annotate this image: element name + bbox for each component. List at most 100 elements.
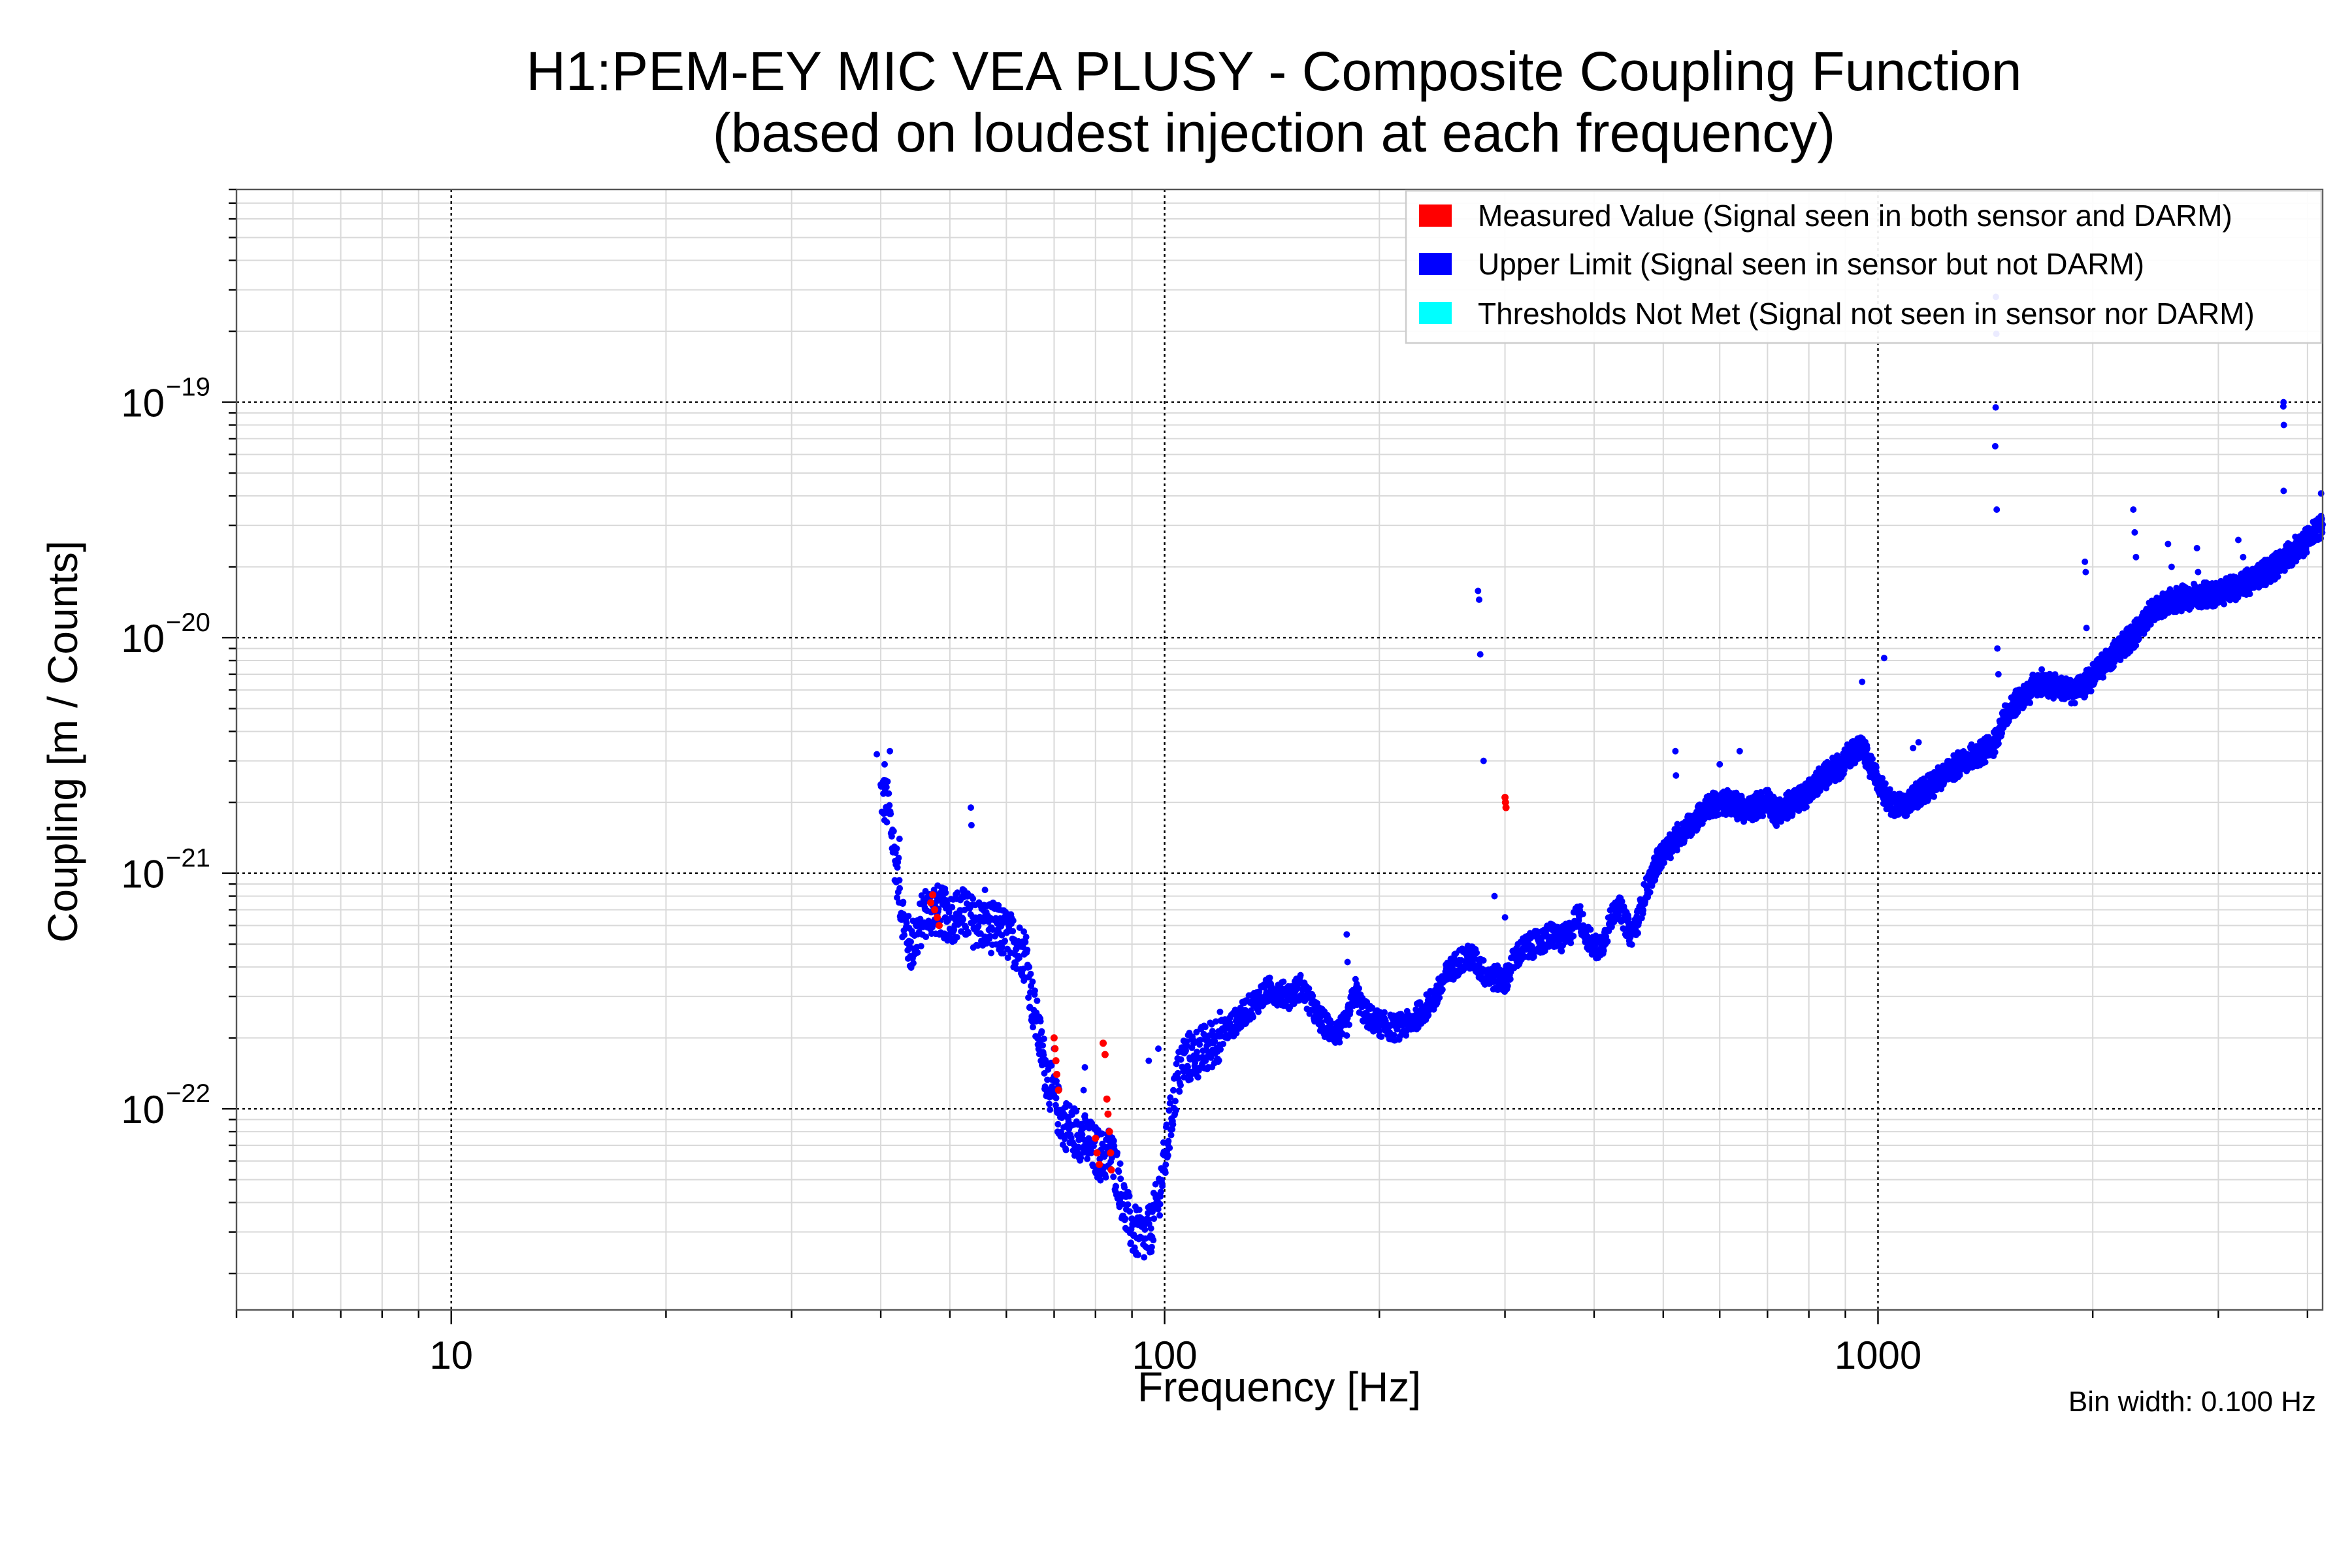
major-gridlines xyxy=(237,189,2323,1310)
upper-limit-point xyxy=(1381,1009,1388,1016)
upper-limit-point xyxy=(1600,947,1607,954)
upper-limit-point xyxy=(923,934,930,940)
upper-limit-point xyxy=(1066,1102,1073,1109)
upper-limit-point xyxy=(1618,898,1625,905)
upper-limit-point xyxy=(1507,975,1514,983)
upper-limit-point xyxy=(894,864,901,871)
upper-limit-point xyxy=(1148,1243,1155,1250)
upper-limit-point xyxy=(1667,855,1674,862)
upper-limit-point xyxy=(987,932,994,939)
upper-limit-point xyxy=(1215,1057,1222,1064)
upper-limit-point xyxy=(1570,932,1577,939)
upper-limit-point xyxy=(1530,953,1537,960)
upper-limit-point xyxy=(1086,1138,1093,1145)
upper-limit-point xyxy=(1150,1237,1157,1244)
upper-limit-point xyxy=(1037,1018,1044,1025)
upper-limit-point xyxy=(1009,917,1017,924)
upper-limit-point xyxy=(1328,1019,1335,1026)
upper-limit-point xyxy=(1604,938,1611,945)
upper-limit-point xyxy=(1156,1212,1164,1219)
upper-limit-point xyxy=(1097,1177,1104,1184)
upper-limit-point xyxy=(1309,992,1316,999)
upper-limit-point xyxy=(883,819,890,826)
upper-limit-point xyxy=(1031,987,1038,994)
upper-limit-point xyxy=(883,783,890,791)
upper-limit-point xyxy=(999,943,1005,951)
upper-limit-point xyxy=(1250,1013,1256,1021)
upper-limit-point xyxy=(1147,1225,1154,1232)
upper-limit-point xyxy=(1157,1188,1164,1196)
upper-limit-point xyxy=(910,960,917,967)
upper-limit-point xyxy=(1119,1201,1126,1207)
upper-limit-point xyxy=(1025,994,1032,1001)
upper-limit-point xyxy=(1173,1060,1180,1068)
upper-limit-point xyxy=(1169,1121,1177,1128)
upper-limit-point xyxy=(885,790,892,797)
upper-limit-point xyxy=(1084,1155,1091,1162)
upper-limit-point xyxy=(1177,1082,1184,1088)
upper-limit-point xyxy=(1305,985,1313,992)
upper-limit-point xyxy=(1436,994,1443,1001)
upper-limit-point xyxy=(1480,957,1487,964)
upper-limit-point xyxy=(2087,687,2095,694)
upper-limit-point xyxy=(1207,1054,1215,1061)
upper-limit-point xyxy=(896,885,904,892)
upper-limit-point xyxy=(1169,1126,1176,1133)
upper-limit-point xyxy=(1194,1073,1201,1081)
upper-limit-point xyxy=(888,833,895,840)
upper-limit-point xyxy=(1194,1049,1200,1056)
upper-limit-point xyxy=(1114,1149,1120,1156)
upper-limit-point xyxy=(1345,1021,1352,1028)
upper-limit-point xyxy=(1048,1062,1055,1069)
upper-limit-point xyxy=(1869,755,1876,762)
upper-limit-point xyxy=(1439,986,1446,993)
minor-gridlines xyxy=(236,189,2323,1310)
upper-limit-point xyxy=(1126,1208,1134,1215)
upper-limit-point xyxy=(1163,1121,1170,1128)
upper-limit-point xyxy=(1640,907,1647,914)
upper-limit-point xyxy=(1803,804,1810,811)
data-points xyxy=(874,293,2326,1261)
upper-limit-point xyxy=(1255,1008,1262,1015)
upper-limit-point xyxy=(1110,1173,1117,1181)
upper-limit-point xyxy=(1053,1077,1060,1085)
upper-limit-point xyxy=(1000,950,1007,956)
upper-limit-point xyxy=(1168,1132,1175,1139)
upper-limit-point xyxy=(1171,1098,1179,1105)
upper-limit-point xyxy=(1872,764,1880,771)
upper-limit-point xyxy=(1504,983,1511,989)
upper-limit-point xyxy=(1177,1056,1184,1063)
upper-limit-point xyxy=(970,895,977,902)
upper-limit-point xyxy=(960,916,967,923)
upper-limit-point xyxy=(1058,1130,1065,1137)
upper-limit-point xyxy=(1009,928,1017,935)
upper-limit-point xyxy=(1077,1154,1085,1162)
upper-limit-point xyxy=(1336,1039,1343,1046)
upper-limit-point xyxy=(1151,1215,1158,1222)
upper-limit-point xyxy=(1062,1147,1070,1154)
upper-limit-point xyxy=(998,932,1005,939)
upper-limit-point xyxy=(1004,955,1011,961)
upper-limit-point xyxy=(1154,1205,1162,1213)
upper-limit-point xyxy=(1026,964,1033,971)
upper-limit-point xyxy=(917,943,924,950)
chart-subtitle: (based on loudest injection at each freq… xyxy=(713,102,1835,163)
upper-limit-point xyxy=(1047,1106,1054,1113)
upper-limit-point xyxy=(1124,1201,1132,1208)
upper-limit-point xyxy=(901,932,908,939)
upper-limit-point xyxy=(1297,972,1304,979)
upper-limit-point xyxy=(907,938,914,945)
upper-limit-point xyxy=(1016,955,1023,961)
upper-limit-point xyxy=(1931,793,1938,800)
upper-limit-point xyxy=(1167,1094,1174,1101)
upper-limit-point xyxy=(1024,947,1031,953)
upper-limit-point xyxy=(1044,1076,1051,1083)
upper-limit-point xyxy=(1022,934,1030,941)
upper-limit-point xyxy=(1115,1168,1122,1175)
upper-limit-point xyxy=(1030,1024,1036,1031)
upper-limit-point xyxy=(1473,949,1480,956)
upper-limit-point xyxy=(1164,1152,1171,1159)
upper-limit-point xyxy=(1110,1137,1117,1145)
upper-limit-point xyxy=(1052,1102,1059,1109)
